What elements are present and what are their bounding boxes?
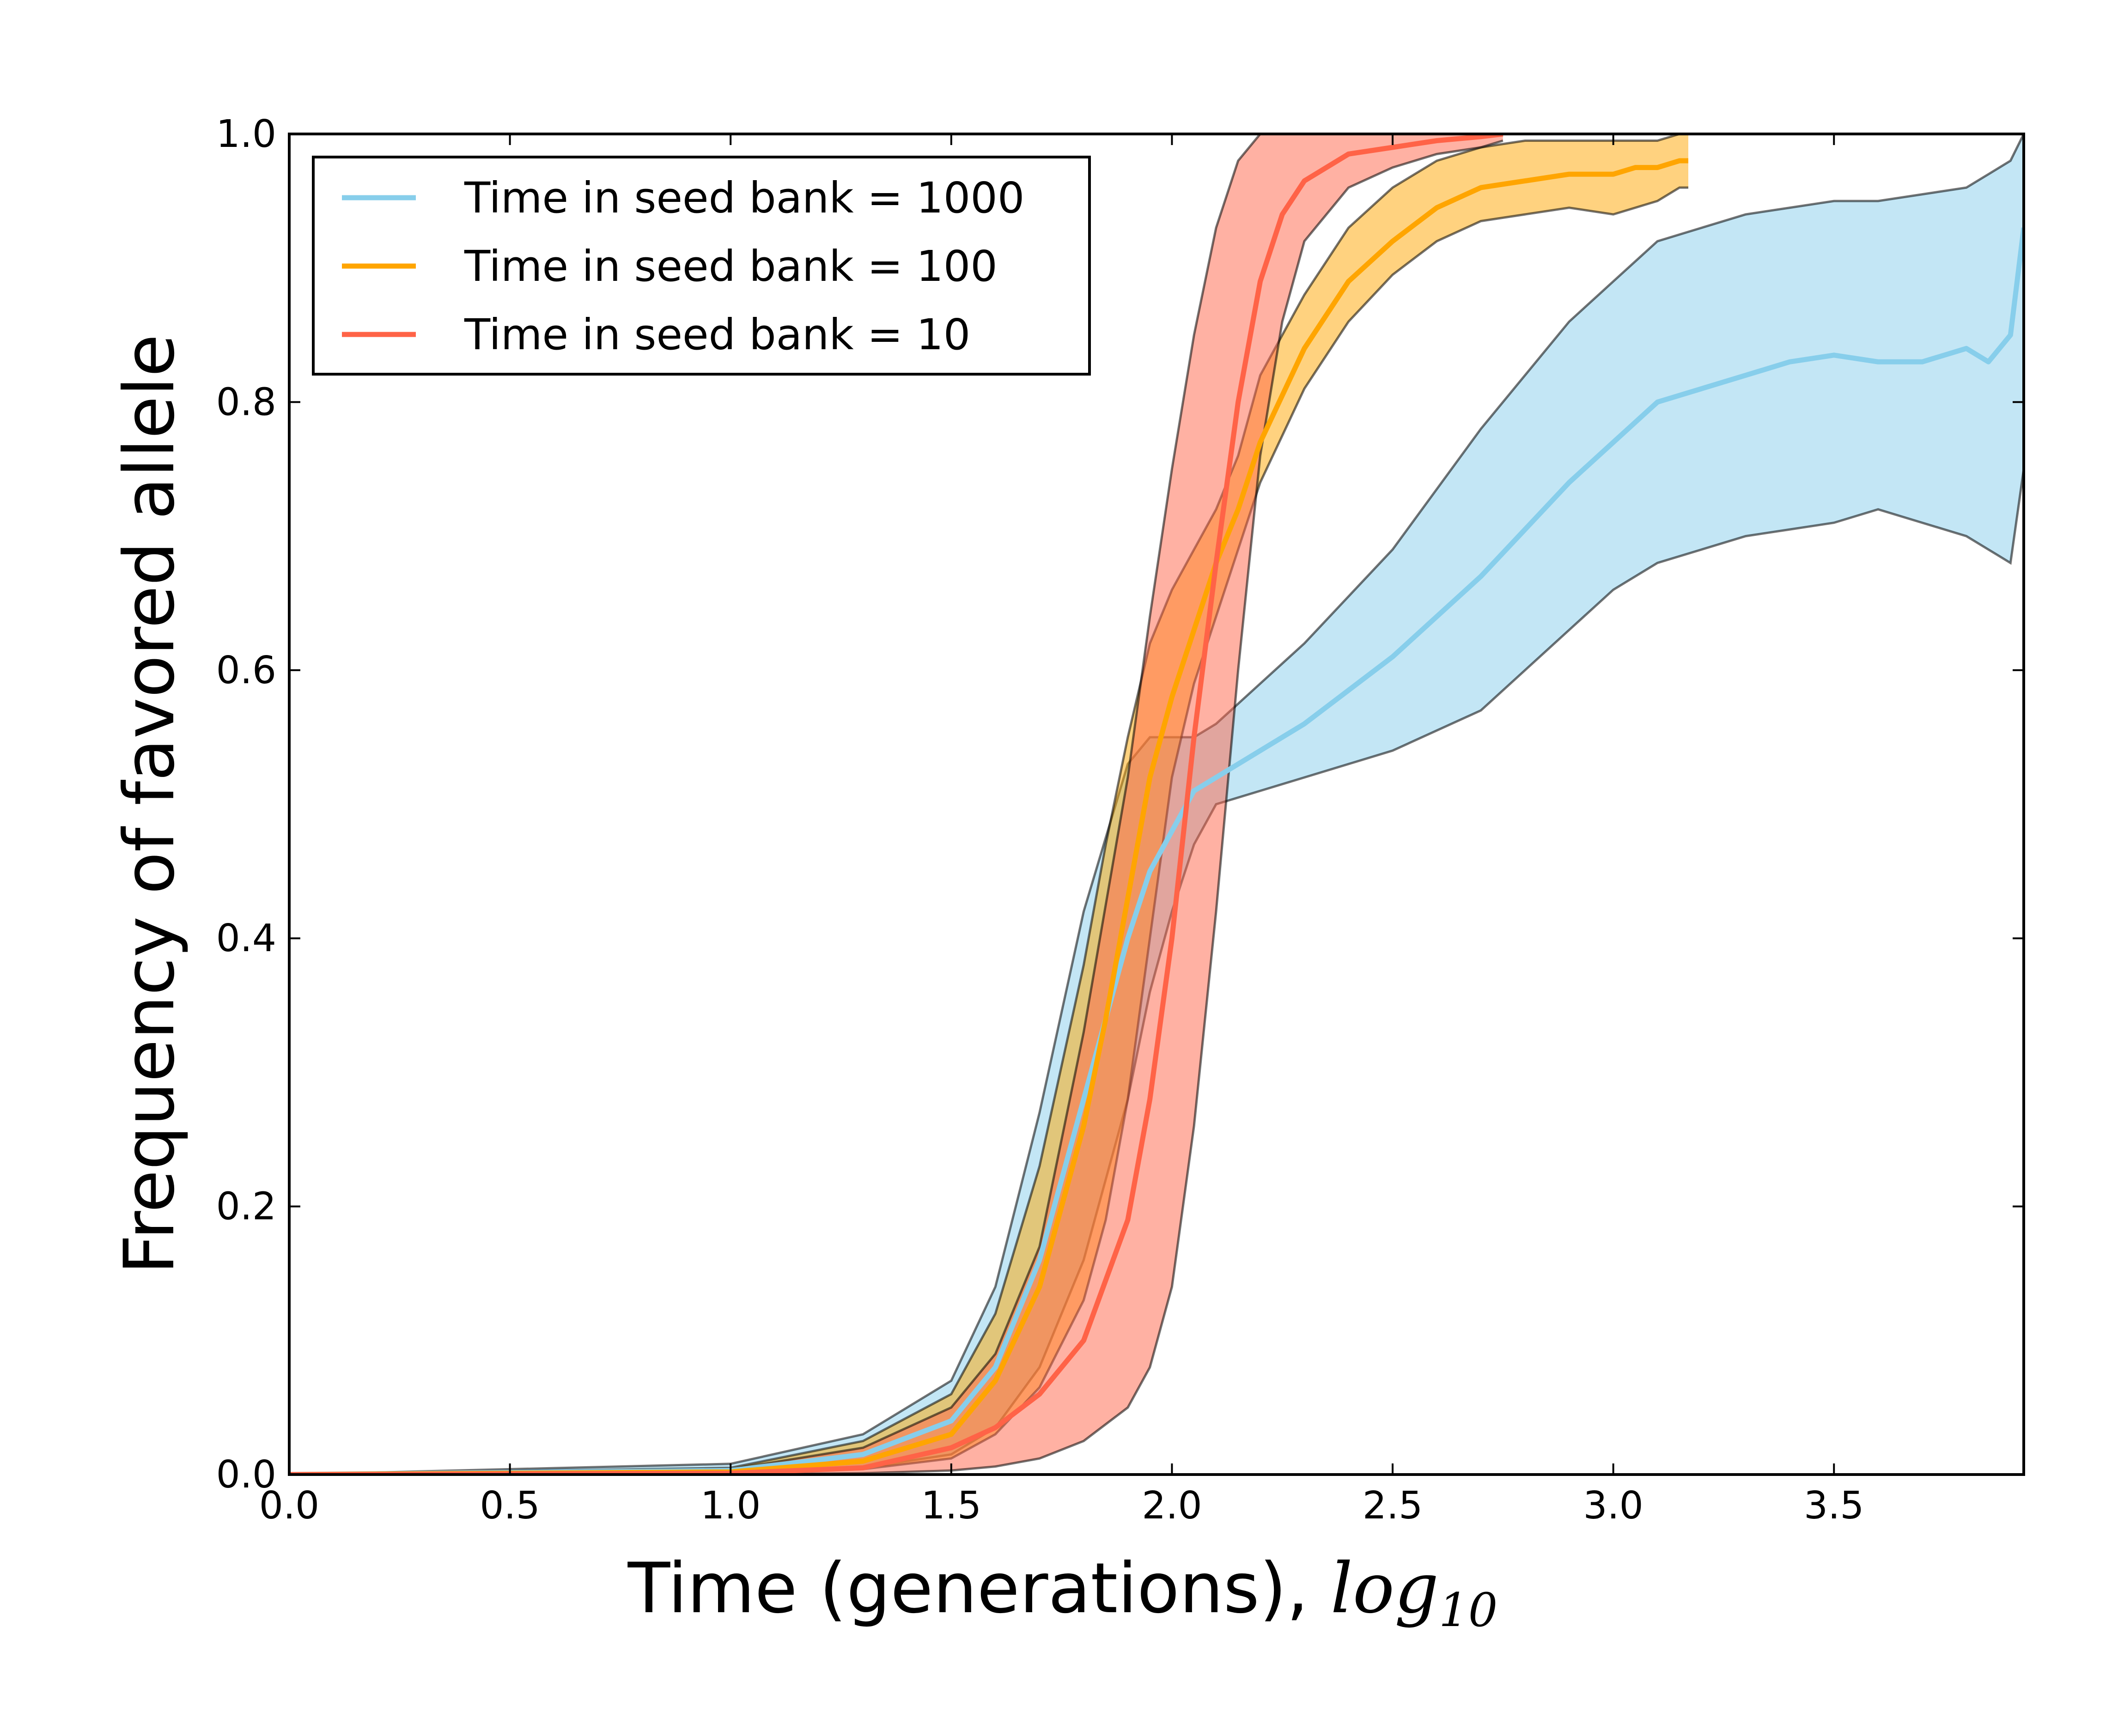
y-tick-label: 0.6 bbox=[216, 649, 276, 692]
x-axis-label-text: Time (generations), bbox=[627, 1548, 1331, 1629]
series-lines bbox=[289, 134, 2024, 1475]
x-tick-label: 1.5 bbox=[921, 1484, 981, 1528]
band-lower-edge-series-2 bbox=[289, 186, 1688, 1475]
mean-line-series-2 bbox=[289, 158, 1688, 1475]
x-tick-label: 2.5 bbox=[1363, 1484, 1423, 1528]
legend-label-2: Time in seed bank = 100 bbox=[464, 242, 998, 291]
legend-label-1: Time in seed bank = 1000 bbox=[464, 173, 1024, 223]
x-tick-label: 1.0 bbox=[700, 1484, 761, 1528]
band-lower-edge-series-3 bbox=[289, 140, 1503, 1475]
x-axis-label: Time (generations), log10 bbox=[627, 1548, 1498, 1637]
y-tick-label: 0.8 bbox=[216, 380, 276, 424]
band-series-3 bbox=[289, 134, 1503, 1475]
x-axis-label-math-sub: 10 bbox=[1439, 1583, 1497, 1637]
legend-box bbox=[312, 156, 1091, 376]
y-tick-label: 1.0 bbox=[216, 112, 276, 156]
y-tick-label: 0.2 bbox=[216, 1185, 276, 1229]
legend-label-3: Time in seed bank = 10 bbox=[464, 310, 970, 359]
x-tick-label: 0.0 bbox=[259, 1484, 319, 1528]
legend: Time in seed bank = 1000 Time in seed ban… bbox=[312, 156, 1091, 376]
band-upper-edge-series-3 bbox=[289, 134, 1503, 1475]
y-tick-label: 0.0 bbox=[216, 1453, 276, 1497]
x-axis-label-math: log bbox=[1331, 1548, 1439, 1629]
plot-area-frame bbox=[288, 133, 2025, 1476]
x-tick-label: 2.0 bbox=[1142, 1484, 1202, 1528]
x-tick-label: 3.5 bbox=[1804, 1484, 1864, 1528]
x-tick-label: 3.0 bbox=[1583, 1484, 1643, 1528]
mean-line-series-1 bbox=[289, 227, 2024, 1475]
y-axis-label: Frequency of favored allele bbox=[110, 334, 190, 1274]
x-tick-label: 0.5 bbox=[480, 1484, 540, 1528]
band-upper-edge-series-1 bbox=[289, 134, 2024, 1475]
axis-ticks: 0.0 0.5 1.0 1.5 2.0 2.5 3.0 3.5 0.0 0.2 0.4 0.6 0.8 1… bbox=[216, 112, 2024, 1528]
mean-line-series-3 bbox=[289, 134, 1503, 1475]
y-tick-label: 0.4 bbox=[216, 917, 276, 960]
confidence-bands bbox=[289, 134, 2024, 1475]
